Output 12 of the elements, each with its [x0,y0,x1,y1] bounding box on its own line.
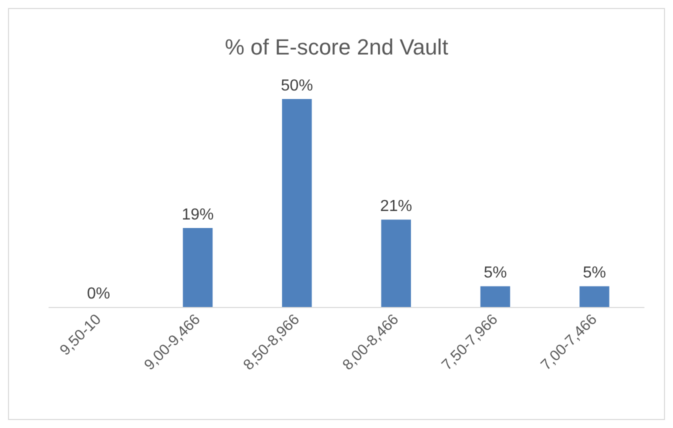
data-label: 5% [484,264,507,282]
data-label: 50% [280,78,313,94]
bar [182,228,213,307]
bar [282,99,312,307]
data-label: 19% [182,206,214,224]
data-label: 21% [380,198,412,216]
bar [480,286,510,307]
data-label: 5% [582,264,606,282]
chart-title: % of E-score 2nd Vault [224,34,448,60]
bar [381,220,411,307]
bar [580,286,610,307]
data-label: 0% [87,286,110,302]
